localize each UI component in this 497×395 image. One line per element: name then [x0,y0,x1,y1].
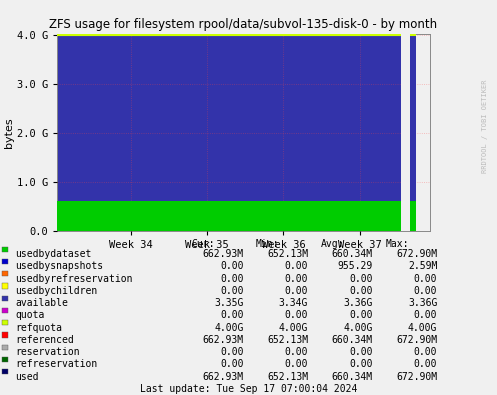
Text: 4.00G: 4.00G [214,323,244,333]
Text: 4.00G: 4.00G [279,323,308,333]
Text: Min:: Min: [256,239,279,249]
Text: usedbydataset: usedbydataset [15,249,91,259]
Text: 672.90M: 672.90M [396,372,437,382]
Title: ZFS usage for filesystem rpool/data/subvol-135-disk-0 - by month: ZFS usage for filesystem rpool/data/subv… [50,18,437,31]
Text: 0.00: 0.00 [220,359,244,369]
Y-axis label: bytes: bytes [4,117,14,148]
Text: 0.00: 0.00 [285,347,308,357]
Text: 0.00: 0.00 [414,310,437,320]
Text: 0.00: 0.00 [285,274,308,284]
Text: 662.93M: 662.93M [202,249,244,259]
Text: refquota: refquota [15,323,62,333]
Text: usedbychildren: usedbychildren [15,286,97,296]
Text: 672.90M: 672.90M [396,249,437,259]
Text: 0.00: 0.00 [349,286,373,296]
Text: Avg:: Avg: [321,239,344,249]
Text: 0.00: 0.00 [220,274,244,284]
Text: 0.00: 0.00 [414,347,437,357]
Text: 662.93M: 662.93M [202,372,244,382]
Text: 3.34G: 3.34G [279,298,308,308]
Text: 660.34M: 660.34M [331,335,373,345]
Text: Last update: Tue Sep 17 07:00:04 2024: Last update: Tue Sep 17 07:00:04 2024 [140,384,357,394]
Text: 660.34M: 660.34M [331,249,373,259]
Text: 0.00: 0.00 [414,286,437,296]
Text: Max:: Max: [385,239,409,249]
Text: quota: quota [15,310,44,320]
Text: reservation: reservation [15,347,80,357]
Text: RRDTOOL / TOBI OETIKER: RRDTOOL / TOBI OETIKER [482,80,488,173]
Text: 662.93M: 662.93M [202,335,244,345]
Text: 3.36G: 3.36G [343,298,373,308]
Text: 0.00: 0.00 [349,274,373,284]
Text: 2.59M: 2.59M [408,261,437,271]
Text: 955.29: 955.29 [337,261,373,271]
Text: usedbyrefreservation: usedbyrefreservation [15,274,132,284]
Text: 652.13M: 652.13M [267,335,308,345]
Text: 0.00: 0.00 [349,347,373,357]
Text: 0.00: 0.00 [220,310,244,320]
Text: 0.00: 0.00 [285,310,308,320]
Text: 4.00G: 4.00G [408,323,437,333]
Text: 0.00: 0.00 [285,286,308,296]
Text: 0.00: 0.00 [220,347,244,357]
Text: 672.90M: 672.90M [396,335,437,345]
Text: 4.00G: 4.00G [343,323,373,333]
Text: 0.00: 0.00 [220,286,244,296]
Text: 660.34M: 660.34M [331,372,373,382]
Text: used: used [15,372,38,382]
Text: 0.00: 0.00 [349,359,373,369]
Text: 3.36G: 3.36G [408,298,437,308]
Text: 3.35G: 3.35G [214,298,244,308]
Text: 0.00: 0.00 [414,359,437,369]
Text: Cur:: Cur: [191,239,215,249]
Text: usedbysnapshots: usedbysnapshots [15,261,103,271]
Text: 0.00: 0.00 [285,261,308,271]
Text: refreservation: refreservation [15,359,97,369]
Text: 0.00: 0.00 [414,274,437,284]
Text: 0.00: 0.00 [285,359,308,369]
Text: 0.00: 0.00 [349,310,373,320]
Text: 0.00: 0.00 [220,261,244,271]
Text: referenced: referenced [15,335,74,345]
Text: 652.13M: 652.13M [267,249,308,259]
Text: available: available [15,298,68,308]
Text: 652.13M: 652.13M [267,372,308,382]
